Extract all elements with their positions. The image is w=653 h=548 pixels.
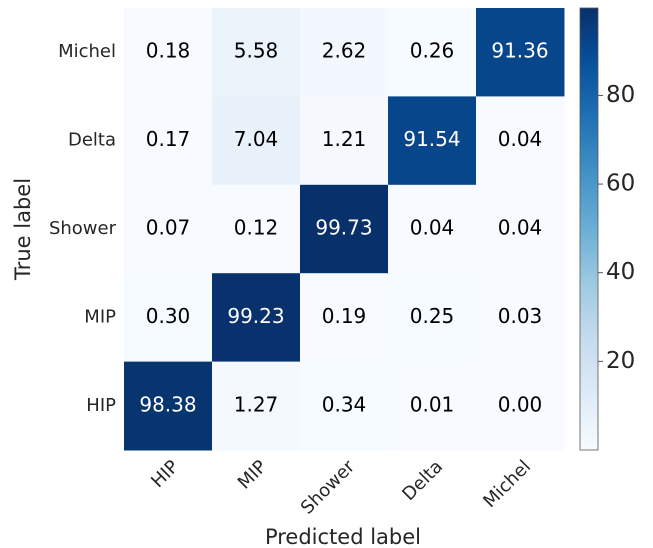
cell-label: 0.30 (146, 304, 191, 328)
cell (212, 96, 301, 186)
colorbar-tick-label: 60 (606, 171, 635, 197)
cell (300, 273, 389, 363)
cell (476, 361, 565, 451)
y-tick-label: Michel (58, 41, 116, 62)
colorbar-tick-label: 40 (606, 259, 635, 285)
cell-label: 91.54 (403, 127, 460, 151)
colorbar-tick-label: 20 (606, 348, 635, 374)
cell (476, 273, 565, 363)
cell (212, 273, 301, 363)
cell-label: 2.62 (322, 39, 367, 63)
cell-label: 0.25 (410, 304, 455, 328)
cell (300, 8, 389, 97)
cell-label: 0.19 (322, 304, 367, 328)
y-tick-label: MIP (84, 306, 116, 327)
x-tick-label: Shower (297, 456, 360, 519)
cell (124, 273, 213, 363)
cell (124, 96, 213, 186)
y-tick-label: HIP (86, 395, 116, 416)
cell (124, 361, 213, 451)
cell (388, 96, 477, 186)
cell-label: 0.17 (146, 127, 191, 151)
cell-label: 0.04 (410, 216, 455, 240)
x-tick-label: Delta (398, 456, 447, 505)
cell-label: 98.38 (139, 392, 196, 416)
x-tick-label: Michel (479, 456, 535, 512)
cell-label: 0.03 (498, 304, 543, 328)
y-tick-label: Delta (68, 130, 116, 151)
cell (212, 361, 301, 451)
cell (124, 8, 213, 97)
cell-label: 5.58 (234, 39, 279, 63)
cell (212, 8, 301, 97)
cell (212, 184, 301, 274)
cell (300, 361, 389, 451)
x-tick-label: HIP (147, 456, 183, 492)
cell (476, 8, 565, 97)
cell (388, 184, 477, 274)
cell-label: 0.04 (498, 127, 543, 151)
y-axis-label: True label (11, 178, 35, 281)
cell-label: 0.07 (146, 216, 191, 240)
cell-label: 0.26 (410, 39, 455, 63)
colorbar-tick-label: 80 (606, 82, 635, 108)
cell (124, 184, 213, 274)
cell-label: 0.34 (322, 392, 367, 416)
cell-label: 99.73 (315, 216, 372, 240)
cell (388, 8, 477, 97)
cell-label: 99.23 (227, 304, 284, 328)
cell-label: 0.00 (498, 392, 543, 416)
cell-label: 1.27 (234, 392, 279, 416)
cell-label: 0.18 (146, 39, 191, 63)
cell (476, 96, 565, 186)
x-tick-label: MIP (234, 456, 271, 493)
y-tick-label: Shower (49, 218, 117, 239)
cell (476, 184, 565, 274)
cell (388, 273, 477, 363)
colorbar (579, 7, 599, 451)
cell-label: 91.36 (491, 39, 548, 63)
x-axis-label: Predicted label (265, 525, 421, 548)
cell (300, 184, 389, 274)
cell (300, 96, 389, 186)
cell-label: 7.04 (234, 127, 279, 151)
cell-label: 0.12 (234, 216, 279, 240)
cell (388, 361, 477, 451)
cell-label: 0.01 (410, 392, 455, 416)
cell-label: 0.04 (498, 216, 543, 240)
cell-label: 1.21 (322, 127, 367, 151)
